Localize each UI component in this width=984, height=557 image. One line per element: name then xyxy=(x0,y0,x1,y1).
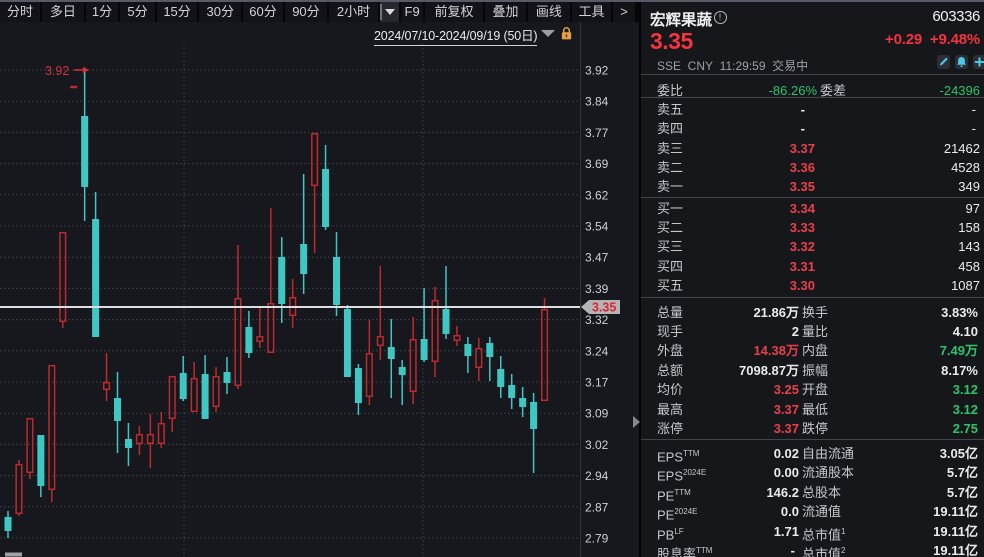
svg-text:3.17: 3.17 xyxy=(585,376,609,390)
svg-text:2.79: 2.79 xyxy=(585,532,609,546)
svg-text:3.39: 3.39 xyxy=(585,282,609,296)
svg-text:3.32: 3.32 xyxy=(585,313,609,327)
svg-text:3.09: 3.09 xyxy=(585,407,609,421)
svg-text:3.24: 3.24 xyxy=(585,344,609,358)
svg-text:2.87: 2.87 xyxy=(585,500,609,514)
svg-text:3.02: 3.02 xyxy=(585,438,609,452)
svg-text:3.62: 3.62 xyxy=(585,188,609,202)
svg-text:3.54: 3.54 xyxy=(585,220,609,234)
svg-text:3.92: 3.92 xyxy=(585,64,609,78)
svg-text:3.77: 3.77 xyxy=(585,126,609,140)
svg-text:3.92: 3.92 xyxy=(45,64,69,78)
svg-text:3.69: 3.69 xyxy=(585,157,609,171)
svg-text:2.94: 2.94 xyxy=(585,469,609,483)
svg-text:3.84: 3.84 xyxy=(585,95,609,109)
svg-text:3.35: 3.35 xyxy=(592,301,616,315)
svg-text:3.47: 3.47 xyxy=(585,251,609,265)
